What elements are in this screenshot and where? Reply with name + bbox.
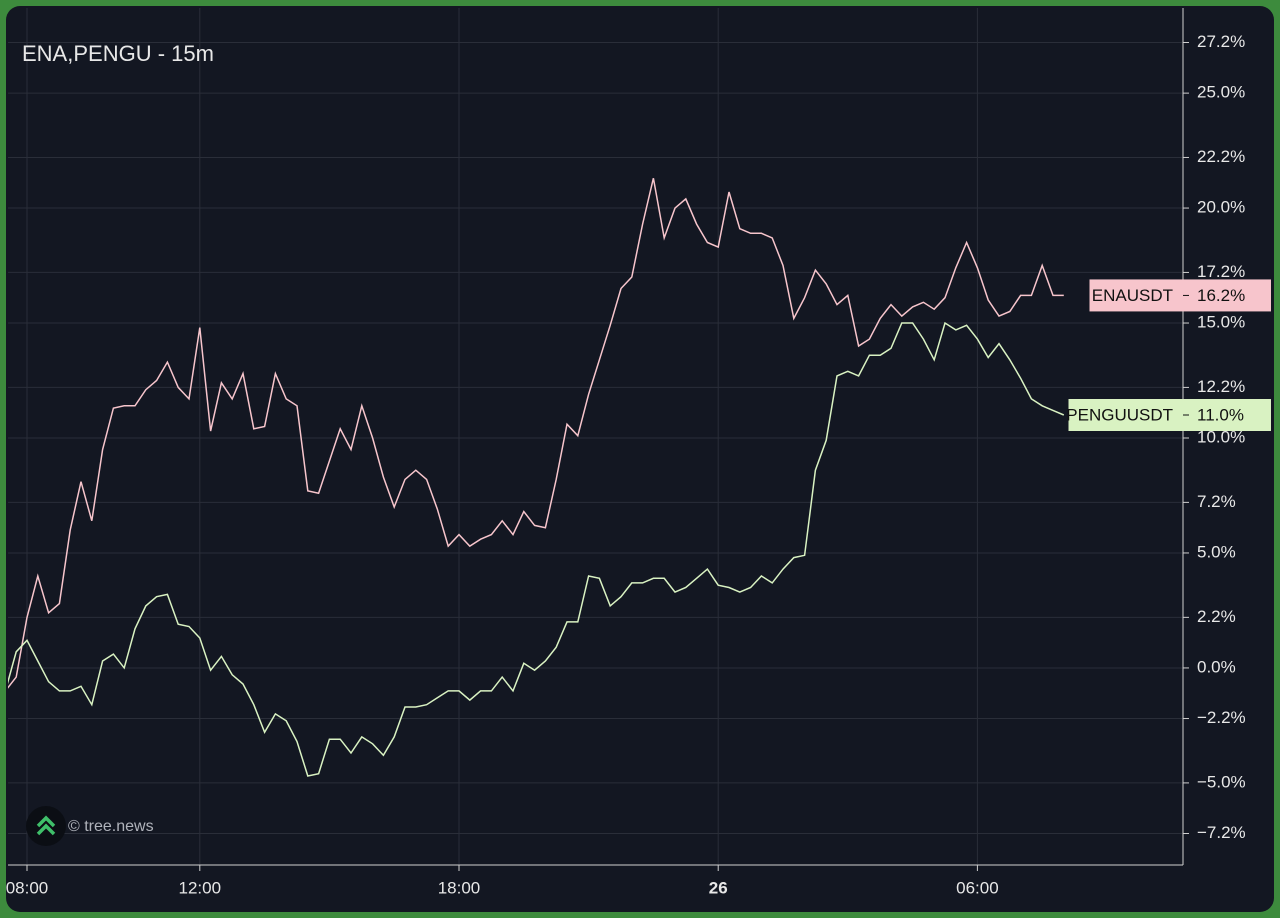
chart-title: ENA,PENGU - 15m <box>22 41 214 66</box>
y-tick-label: 10.0% <box>1197 427 1245 446</box>
x-tick-label: 06:00 <box>956 878 999 897</box>
y-tick-label: 15.0% <box>1197 313 1245 332</box>
y-tick-label: 22.2% <box>1197 147 1245 166</box>
y-tick-label: 2.2% <box>1197 607 1236 626</box>
y-tick-label: 12.2% <box>1197 377 1245 396</box>
y-tick-label: 5.0% <box>1197 542 1236 561</box>
x-tick-label: 08:00 <box>6 878 48 897</box>
series-line <box>8 178 1064 689</box>
y-tick-label: −7.2% <box>1197 823 1246 842</box>
y-tick-label: 17.2% <box>1197 262 1245 281</box>
x-tick-label: 12:00 <box>179 878 222 897</box>
last-value-label: 16.2% <box>1197 286 1245 305</box>
x-tick-label: 26 <box>709 878 728 897</box>
series-name: PENGUUSDT <box>1066 405 1173 424</box>
y-tick-label: 20.0% <box>1197 198 1245 217</box>
y-tick-label: −5.0% <box>1197 772 1246 791</box>
chart-frame: ENA,PENGU - 15m © tree.news 27.2% 25.0% 22… <box>6 6 1274 912</box>
y-tick-label: 0.0% <box>1197 657 1236 676</box>
last-value-label: 11.0% <box>1197 405 1244 424</box>
chart: ENA,PENGU - 15m © tree.news 27.2% 25.0% 22… <box>6 8 1271 897</box>
price-label-bg <box>1089 279 1271 312</box>
y-tick-label: 7.2% <box>1197 492 1236 511</box>
watermark: © tree.news <box>68 818 154 835</box>
y-tick-label: −2.2% <box>1197 708 1246 727</box>
series-line <box>8 321 1065 777</box>
y-tick-label: 27.2% <box>1197 32 1245 51</box>
logo-icon <box>36 815 56 836</box>
x-tick-label: 18:00 <box>438 878 481 897</box>
price-label-bg <box>1068 399 1271 432</box>
series-name: ENAUSDT <box>1092 286 1173 305</box>
y-tick-label: 25.0% <box>1197 83 1245 102</box>
